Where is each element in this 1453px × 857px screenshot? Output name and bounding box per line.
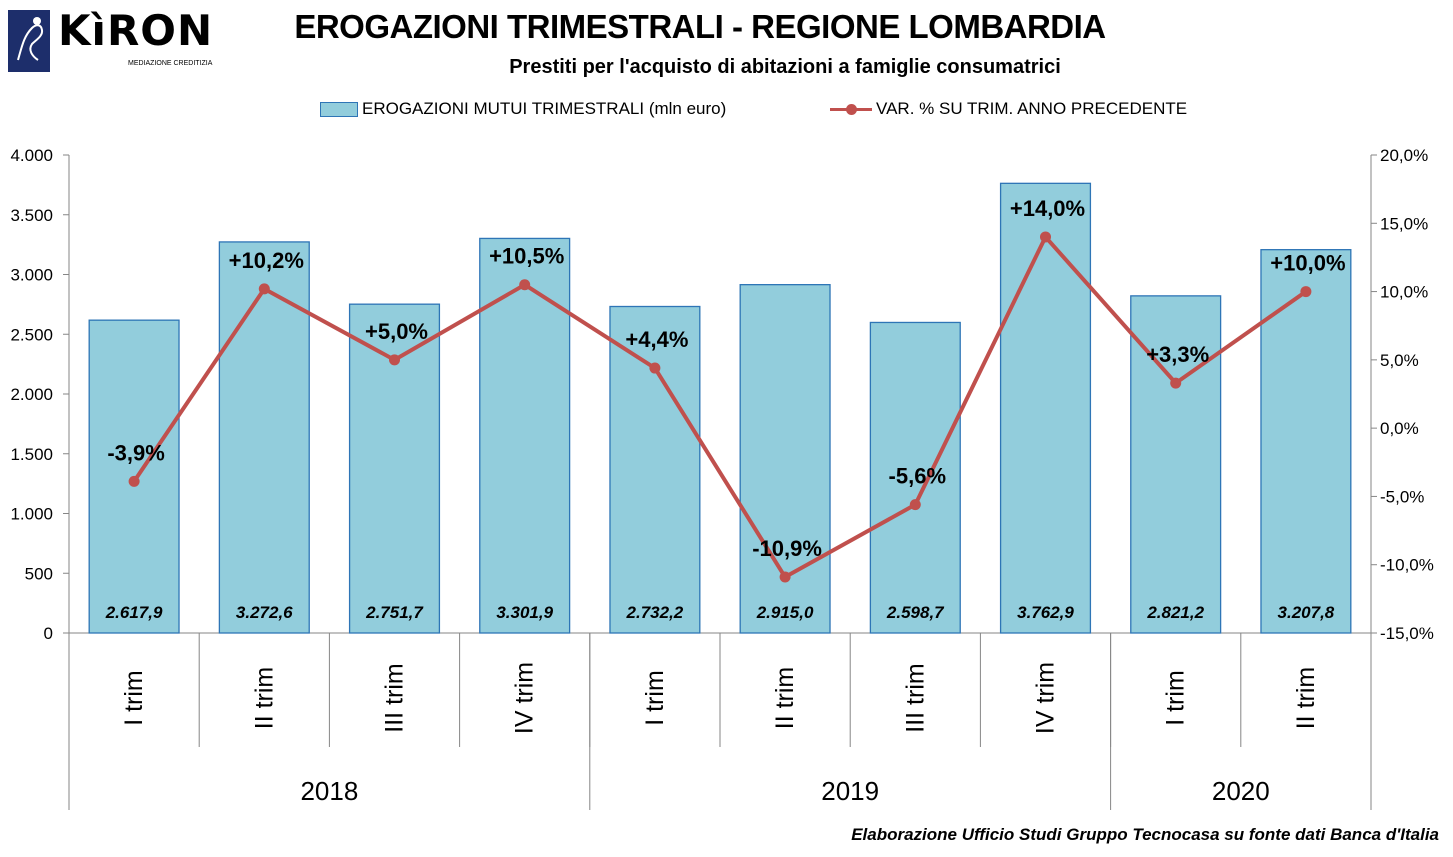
bar-value-label: 2.915,0: [756, 603, 814, 622]
legend-bar-swatch: [320, 101, 358, 117]
line-point: [389, 354, 400, 366]
line-value-label: +10,5%: [489, 244, 564, 269]
x-axis-category-label: III trim: [901, 663, 929, 732]
chart-subtitle: Prestiti per l'acquisto di abitazioni a …: [509, 56, 1061, 78]
x-axis-category-label: I trim: [120, 670, 148, 726]
bar: [348, 303, 441, 634]
legend-line-label: VAR. % SU TRIM. ANNO PRECEDENTE: [876, 99, 1188, 118]
x-axis-year-label: 2019: [821, 776, 879, 806]
bar-value-label: 3.301,9: [496, 603, 553, 622]
line-point: [649, 362, 661, 374]
x-axis-category-label: II trim: [771, 667, 799, 730]
kiron-logo: KìRON MEDIAZIONE CREDITIZIA: [6, 6, 216, 74]
legend-item-line: VAR. % SU TRIM. ANNO PRECEDENTE: [830, 96, 1187, 122]
bar: [609, 305, 701, 634]
line-point: [779, 571, 791, 583]
bar-value-label: 3.272,6: [236, 603, 293, 622]
line-value-label: +14,0%: [1010, 196, 1085, 221]
left-axis-tick-label: 2.500: [10, 325, 53, 344]
logo-wordmark: KìRON: [58, 6, 214, 55]
line-value-label: -5,6%: [889, 464, 946, 489]
x-axis-category-label: I trim: [1162, 670, 1190, 726]
right-axis-tick-label: 20,0%: [1380, 146, 1428, 165]
right-axis-tick-label: -15,0%: [1380, 624, 1434, 643]
line-point: [909, 499, 921, 511]
legend-bar-label: EROGAZIONI MUTUI TRIMESTRALI (mln euro): [362, 99, 727, 118]
line-series-var-pct: [132, 234, 1308, 580]
bar-value-label: 2.732,2: [626, 603, 684, 622]
line-point: [1170, 377, 1182, 389]
legend-item-bars: EROGAZIONI MUTUI TRIMESTRALI (mln euro): [320, 96, 726, 122]
line-value-label: +3,3%: [1146, 342, 1209, 367]
left-axis-tick-label: 3.500: [10, 206, 53, 225]
x-axis-year-label: 2018: [300, 776, 358, 806]
x-axis-category-label: III trim: [381, 663, 409, 732]
left-axis-tick-label: 2.000: [10, 385, 53, 404]
line-point: [258, 283, 270, 295]
left-axis-tick-label: 1.500: [10, 445, 53, 464]
right-axis-tick-label: -5,0%: [1380, 487, 1424, 506]
left-axis-tick-label: 3.000: [10, 266, 53, 285]
left-axis-tick-label: 0: [44, 624, 53, 643]
x-axis-category-label: I trim: [641, 670, 669, 726]
right-axis-tick-label: 15,0%: [1380, 214, 1428, 233]
right-axis-tick-label: -10,0%: [1380, 556, 1434, 575]
x-axis-category-label: II trim: [250, 667, 278, 730]
bar-value-label: 2.821,2: [1146, 603, 1204, 622]
x-axis-year-label: 2020: [1212, 776, 1270, 806]
logo-tagline: MEDIAZIONE CREDITIZIA: [128, 60, 213, 67]
left-axis-tick-label: 4.000: [10, 146, 53, 165]
x-axis-category-label: II trim: [1292, 667, 1320, 730]
bar: [218, 241, 310, 634]
bar-value-label: 2.598,7: [886, 603, 945, 622]
chart-legend: EROGAZIONI MUTUI TRIMESTRALI (mln euro) …: [320, 96, 1220, 122]
bar-value-label: 2.617,9: [105, 603, 163, 622]
left-axis-tick-label: 1.000: [10, 505, 53, 524]
kiron-logo-mark-icon: [8, 10, 50, 72]
x-axis-category-label: IV trim: [511, 662, 539, 734]
bar: [999, 182, 1092, 634]
line-point: [1300, 286, 1312, 298]
bar-value-label: 2.751,7: [365, 603, 424, 622]
line-value-label: +10,0%: [1270, 251, 1345, 276]
x-axis-category-label: IV trim: [1032, 662, 1060, 734]
bar-value-label: 3.207,8: [1278, 603, 1335, 622]
line-value-label: +5,0%: [365, 319, 428, 344]
legend-line-swatch: [830, 101, 872, 117]
line-point: [128, 475, 140, 487]
right-axis-tick-label: 10,0%: [1380, 283, 1428, 302]
bar: [479, 237, 571, 634]
line-point: [519, 279, 531, 291]
line-value-label: -3,9%: [107, 440, 164, 465]
source-note: Elaborazione Ufficio Studi Gruppo Tecnoc…: [851, 825, 1439, 844]
chart-title: EROGAZIONI TRIMESTRALI - REGIONE LOMBARD…: [294, 8, 1106, 45]
right-axis-tick-label: 0,0%: [1380, 419, 1419, 438]
bar: [869, 321, 961, 634]
line-value-label: +4,4%: [625, 327, 688, 352]
line-point: [1040, 231, 1051, 243]
right-axis-tick-label: 5,0%: [1380, 351, 1419, 370]
bar: [1260, 249, 1352, 634]
line-value-label: -10,9%: [752, 536, 822, 561]
line-value-label: +10,2%: [229, 248, 304, 273]
bar-value-label: 3.762,9: [1017, 603, 1074, 622]
left-axis-tick-label: 500: [25, 564, 53, 583]
